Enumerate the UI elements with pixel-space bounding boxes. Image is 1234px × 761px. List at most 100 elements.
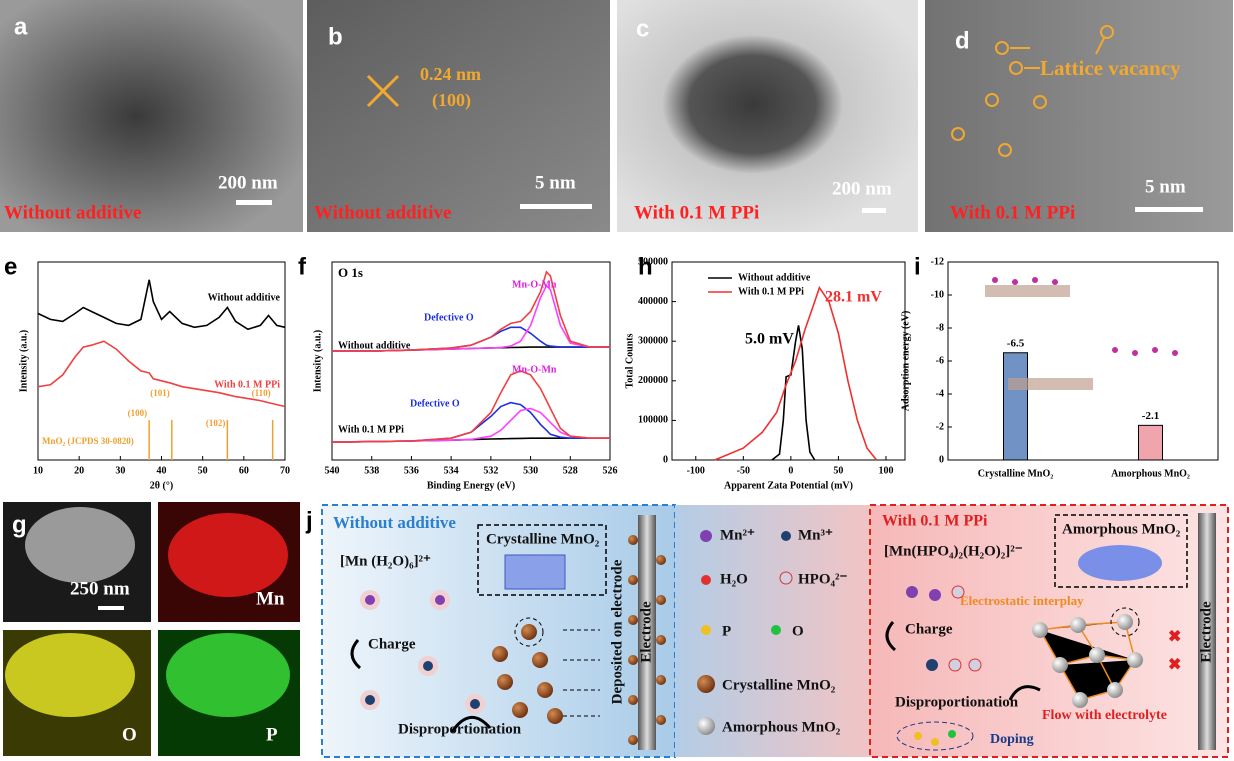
step-label: Charge	[905, 621, 953, 637]
panel-letter: c	[636, 15, 649, 42]
legend-label: P	[722, 623, 731, 639]
reference-label: MnO₂ (JCPDS 30-0820)	[42, 436, 134, 446]
annotation: 28.1 mV	[825, 289, 882, 306]
complex-icons	[906, 585, 982, 672]
panel-letter: f	[298, 253, 307, 280]
panel-b: b 0.24 nm (100) Without additive 5 nm	[307, 0, 610, 232]
annotation: Defective O	[410, 398, 460, 409]
annotation: Mn-O-Mn	[512, 279, 557, 290]
annotation: Without additive	[338, 340, 411, 351]
caption: Without additive	[314, 202, 451, 223]
annotation: Defective O	[424, 312, 474, 323]
plot-frame	[331, 261, 611, 461]
series-line	[37, 340, 286, 408]
legend-label: Crystalline MnO₂	[722, 677, 836, 693]
bar	[1003, 352, 1028, 461]
i-structures	[985, 277, 1178, 390]
reference-peak-label: (100)	[128, 408, 148, 418]
product-box	[477, 524, 607, 596]
x-tick-label: 532	[483, 465, 498, 476]
panel-letter: a	[14, 13, 28, 40]
box-title: Without additive	[333, 513, 456, 532]
reference-peak-label: (101)	[150, 388, 170, 398]
x-tick-label: 536	[404, 465, 419, 476]
tem-image	[0, 0, 303, 232]
panel-letter: i	[914, 253, 921, 280]
interplay-label: Electrostatic interplay	[960, 593, 1084, 608]
y-tick-label: -12	[931, 256, 944, 267]
x-tick-label: 528	[563, 465, 578, 476]
annotation: With 0.1 M PPi	[338, 424, 404, 435]
x-tick-label: 40	[157, 465, 167, 476]
legend-label: Amorphous MnO₂	[722, 719, 841, 735]
scale-bar	[520, 204, 592, 209]
particles	[492, 624, 563, 724]
x-tick-label: 540	[325, 465, 340, 476]
lattice-mark	[366, 74, 400, 108]
map-shape	[168, 513, 288, 597]
box-title: With 0.1 M PPi	[882, 513, 988, 530]
blocked-marks: ✖✖	[1168, 629, 1181, 674]
deposit	[628, 535, 666, 745]
series-label: With 0.1 M PPi	[214, 379, 280, 390]
caption: With 0.1 M PPi	[950, 202, 1075, 223]
y-tick-label: 500000	[638, 256, 668, 267]
value-label: -2.1	[1142, 410, 1159, 422]
series-line	[331, 370, 610, 443]
plot-frame	[671, 261, 906, 461]
y-tick-label: -8	[936, 322, 944, 333]
annotation: Lattice vacancy	[1040, 56, 1181, 80]
x-tick-label: -100	[687, 465, 705, 476]
panel-title: O 1s	[338, 265, 363, 280]
panel-c: c With 0.1 M PPi 200 nm	[617, 0, 918, 232]
legend-icon	[771, 625, 781, 635]
svg-text:✖: ✖	[1168, 629, 1181, 646]
legend-label: Mn²⁺	[720, 527, 755, 543]
hrtem-image	[307, 0, 610, 232]
x-tick-label: 10	[33, 465, 43, 476]
y-tick-label: 300000	[638, 335, 668, 346]
annotation: (100)	[432, 90, 471, 111]
legend-label: HPO₄²⁻	[798, 571, 847, 587]
x-axis-label: 2θ (°)	[150, 480, 173, 491]
crystal-icon	[504, 554, 566, 590]
highlight	[514, 617, 544, 647]
y-tick-label: 200000	[638, 375, 668, 386]
panel-g: g 250 nm Mn O P	[3, 502, 300, 756]
scale-bar	[236, 200, 272, 205]
charts: e 2θ (°) Intensity (a.u.) 10 20 30 40 50 60 70 Wit…	[4, 253, 1219, 491]
x-tick-label: 526	[603, 465, 618, 476]
product-box	[1054, 514, 1188, 588]
caption: With 0.1 M PPi	[634, 202, 759, 223]
x-tick-label: 20	[74, 465, 84, 476]
series-line	[332, 270, 610, 352]
map-shape	[5, 633, 135, 717]
scale-label: 200 nm	[218, 172, 278, 193]
left-box	[321, 504, 676, 758]
y-tick-label: 100000	[638, 415, 668, 426]
x-tick-label: 534	[444, 465, 459, 476]
value-label: -6.5	[1007, 337, 1025, 349]
map-label: Mn	[256, 588, 285, 609]
x-tick-label: 530	[523, 465, 538, 476]
series-line	[37, 279, 286, 331]
step-label: Disproportionation	[895, 694, 1019, 710]
panel-letter: b	[328, 23, 343, 50]
series-line	[771, 325, 816, 461]
y-tick-label: 0	[939, 454, 944, 465]
y-tick-label: -2	[936, 421, 944, 432]
x-tick-label: 0	[788, 465, 793, 476]
doping-ellipse	[896, 721, 974, 751]
legend-label: With 0.1 M PPi	[738, 286, 804, 297]
legend-label: H₂O	[720, 571, 748, 587]
amorphous-icon	[1078, 545, 1162, 581]
y-tick-label: -6	[936, 355, 944, 366]
scale-bar	[862, 208, 886, 213]
hrtem-image	[925, 0, 1233, 232]
annotation: 0.24 nm	[420, 64, 481, 84]
map-label: P	[266, 724, 278, 745]
x-axis-label: Binding Energy (eV)	[427, 480, 515, 491]
product-label: Crystalline MnO₂	[486, 531, 600, 547]
complex-formula: [Mn(HPO₄)₂(H₂O)₂]²⁻	[884, 543, 1023, 559]
scale-label: 250 nm	[70, 578, 130, 599]
